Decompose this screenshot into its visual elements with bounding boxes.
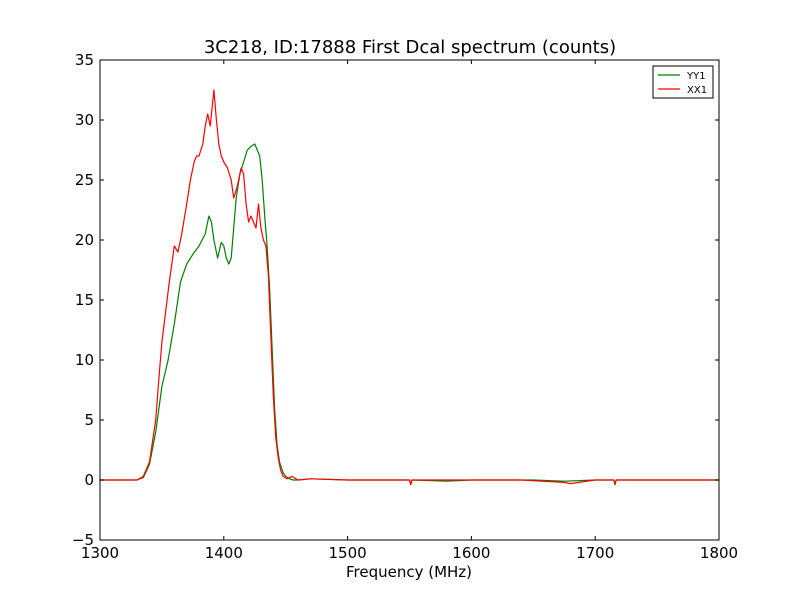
- legend-label-yy1: YY1: [686, 71, 706, 82]
- x-tick-label: 1400: [205, 544, 243, 562]
- chart-title: 3C218, ID:17888 First Dcal spectrum (cou…: [204, 37, 616, 58]
- x-tick-label: 1300: [81, 544, 119, 562]
- legend-box: [652, 65, 714, 99]
- series-line-xx1: [100, 89, 719, 486]
- x-tick-label: 1600: [452, 544, 490, 562]
- y-tick-label: 0: [84, 471, 94, 489]
- y-tick-label: 10: [75, 351, 94, 369]
- ticks-layer: 1300 1400 1500 1600 1700 1800 −5 0 5 10 15 20 25 30 35: [72, 51, 738, 562]
- x-tick-label: 1700: [576, 544, 614, 562]
- x-tick-label: 1800: [700, 544, 738, 562]
- x-axis-label: Frequency (MHz): [346, 563, 472, 581]
- y-tick-label: 35: [75, 51, 94, 69]
- series-layer: [100, 89, 719, 486]
- series-line-yy1: [100, 143, 719, 486]
- legend-label-xx1: XX1: [687, 85, 707, 96]
- y-tick-label: 30: [75, 111, 94, 129]
- y-tick-label: 20: [75, 231, 94, 249]
- y-tick-label: 15: [75, 291, 94, 309]
- x-tick-label: 1500: [329, 544, 367, 562]
- y-tick-label: 25: [75, 171, 94, 189]
- plot-frame: [99, 59, 720, 541]
- y-tick-label: 5: [84, 411, 94, 429]
- y-tick-label: −5: [72, 531, 94, 549]
